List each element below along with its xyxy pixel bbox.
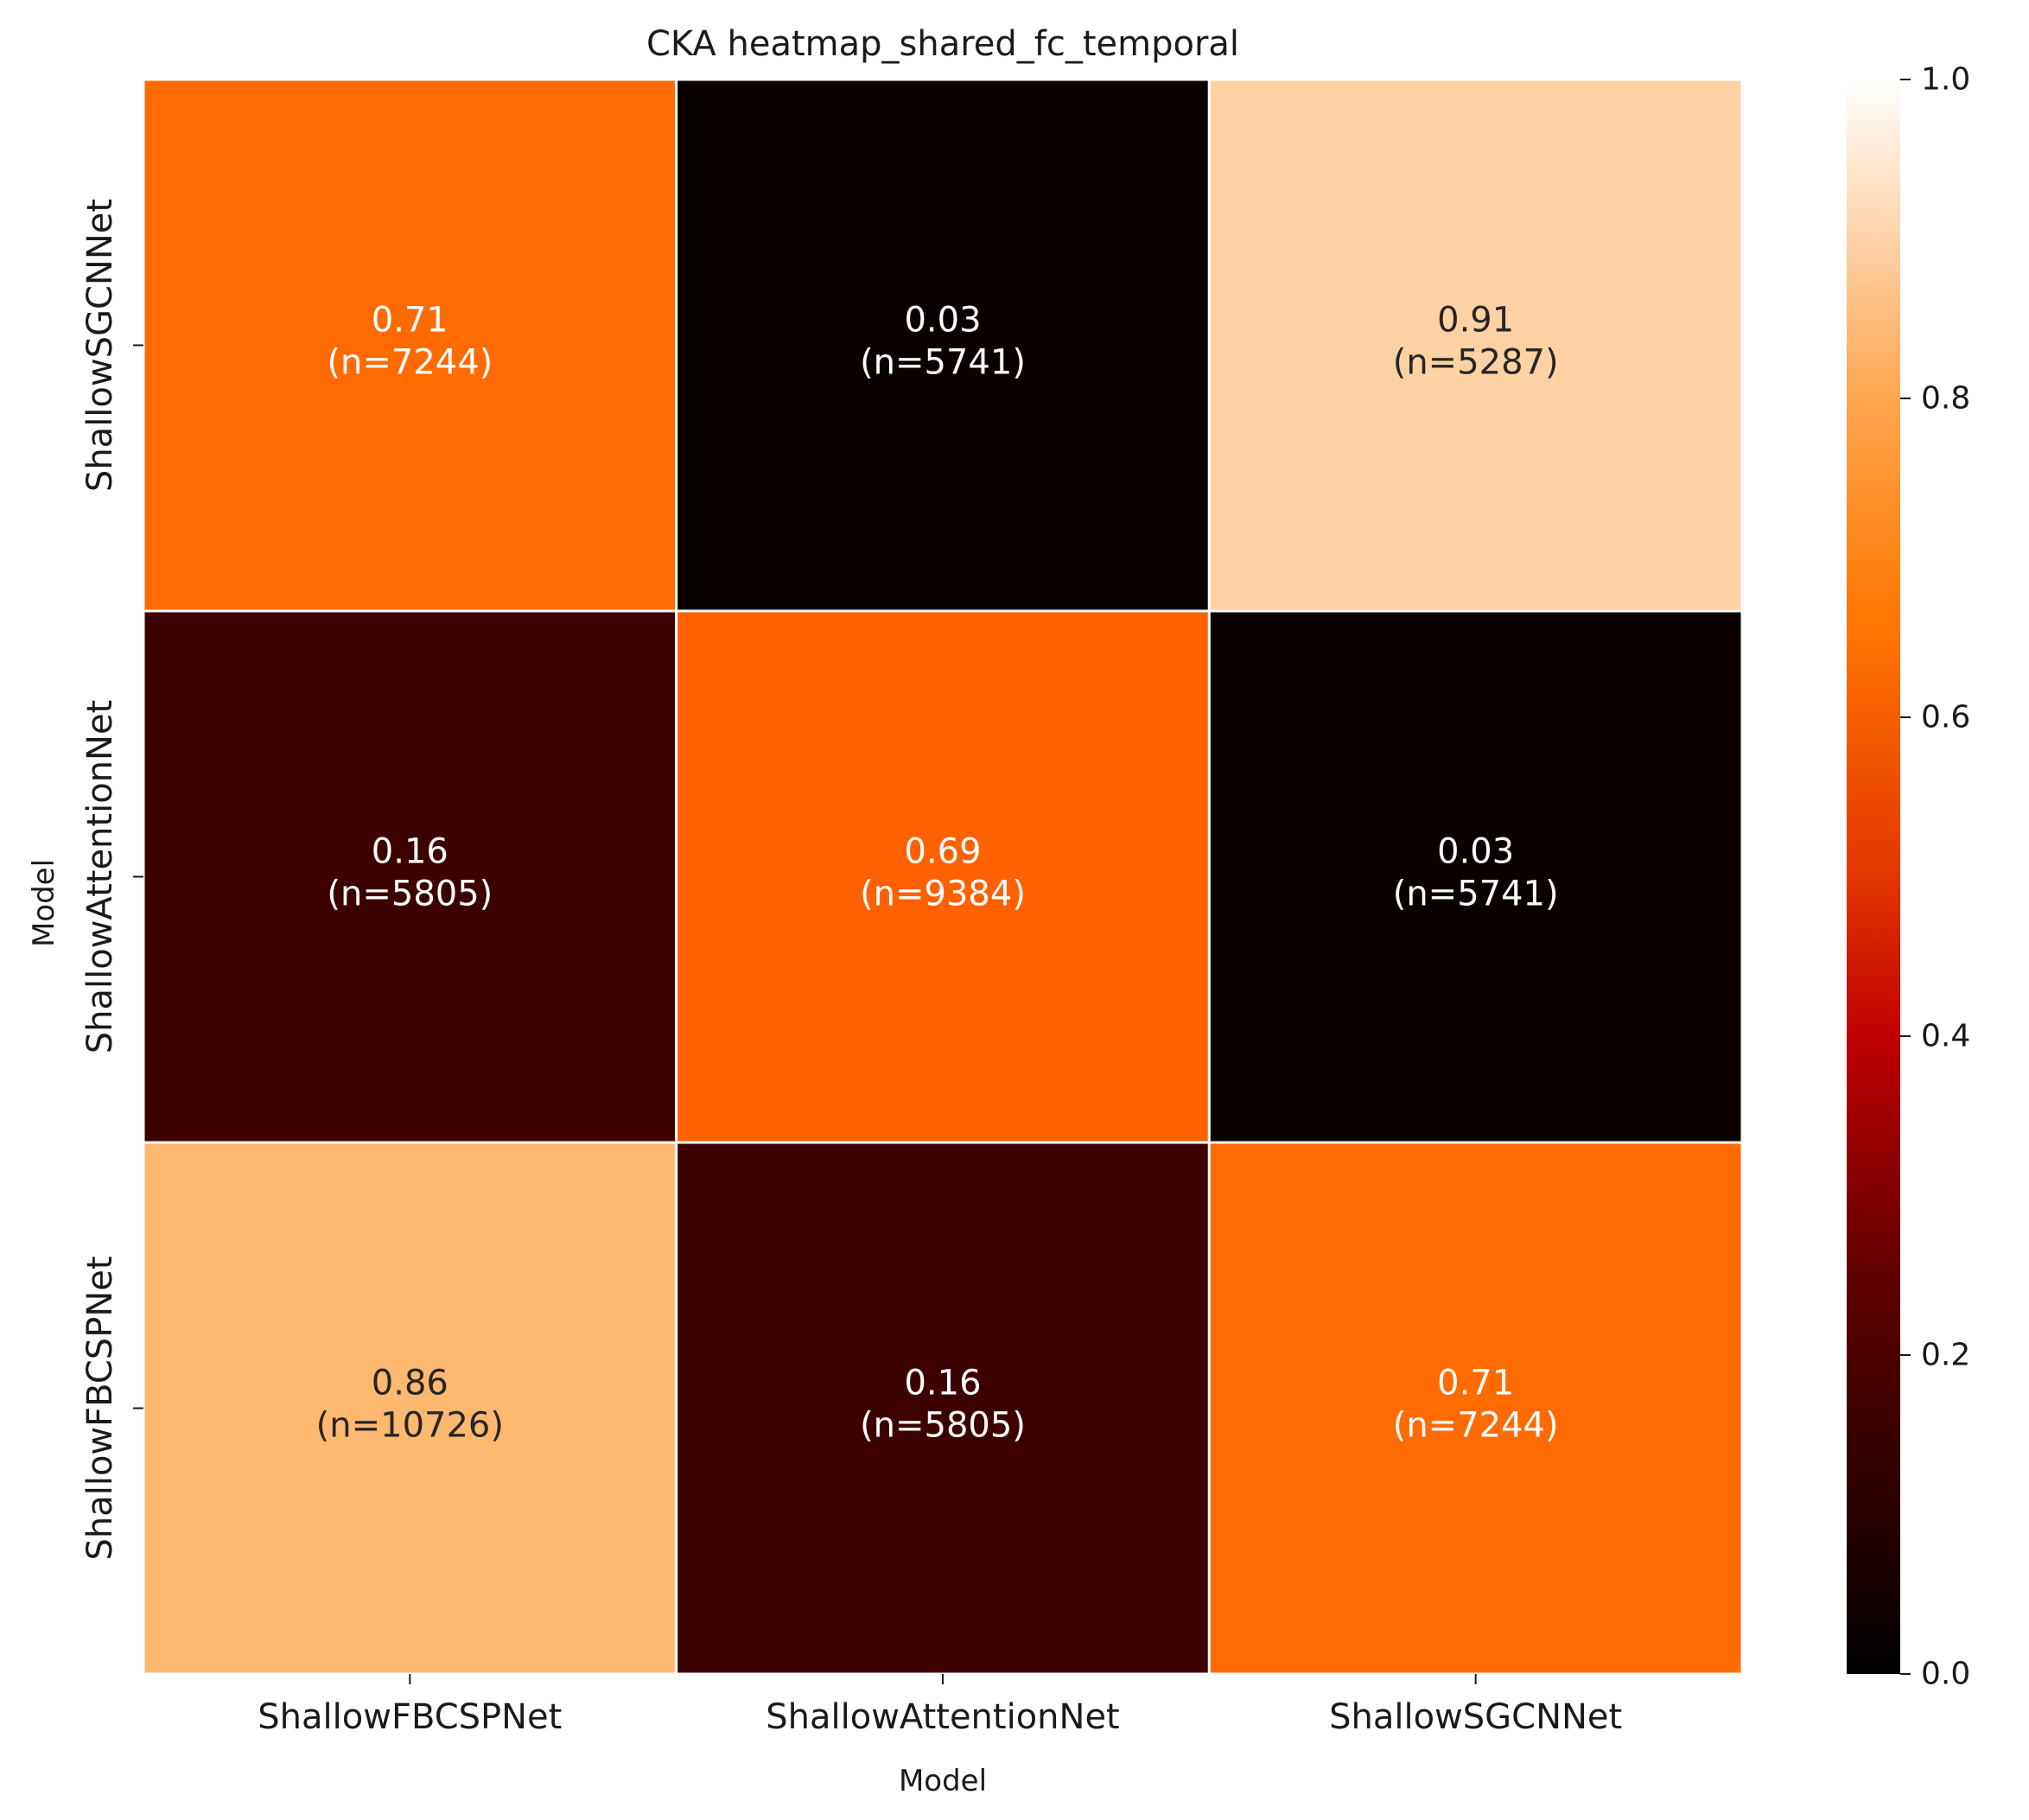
colorbar-gradient xyxy=(1847,80,1900,1674)
cell-count-label: (n=5287) xyxy=(1393,343,1559,383)
cell-count-label: (n=9384) xyxy=(860,875,1026,914)
colorbar-tick-label: 1.0 xyxy=(1921,62,1970,98)
cell-count-label: (n=5741) xyxy=(860,343,1026,383)
y-tick-label: ShallowSGCNNet xyxy=(80,199,120,492)
cell-count-label: (n=5805) xyxy=(860,1406,1026,1446)
cell-value-label: 0.03 xyxy=(904,301,981,340)
heatmap-cell xyxy=(142,1141,678,1676)
x-axis: ShallowFBCSPNet ShallowAttentionNet Shallo… xyxy=(258,1674,1622,1737)
x-tick-label: ShallowSGCNNet xyxy=(1329,1697,1622,1737)
cell-value-label: 0.86 xyxy=(372,1364,448,1403)
cell-count-label: (n=5741) xyxy=(1393,875,1559,914)
heatmap-cells xyxy=(142,78,1744,1676)
cell-value-label: 0.71 xyxy=(372,301,448,340)
heatmap-cell-labels: 0.71(n=7244)0.03(n=5741)0.91(n=5287)0.16… xyxy=(316,301,1559,1446)
heatmap-cell xyxy=(142,609,678,1144)
cell-value-label: 0.16 xyxy=(904,1364,981,1403)
heatmap-cell xyxy=(675,609,1211,1144)
heatmap-cell xyxy=(142,78,678,613)
cell-value-label: 0.03 xyxy=(1437,832,1514,872)
colorbar-tick-label: 0.0 xyxy=(1921,1657,1970,1692)
chart-title: CKA heatmap_shared_fc_temporal xyxy=(646,24,1239,64)
y-axis: ShallowSGCNNet ShallowAttentionNet Shallow… xyxy=(80,199,143,1561)
y-axis-label: Model xyxy=(27,859,61,947)
cell-value-label: 0.69 xyxy=(904,832,981,872)
heatmap-cell xyxy=(1207,609,1744,1144)
colorbar: 0.0 0.2 0.4 0.6 0.8 1.0 xyxy=(1847,62,1970,1692)
heatmap-cell xyxy=(675,78,1211,613)
colorbar-tick-label: 0.8 xyxy=(1921,381,1970,417)
colorbar-tick-label: 0.6 xyxy=(1921,700,1970,735)
colorbar-tick-label: 0.2 xyxy=(1921,1338,1970,1373)
y-tick-label: ShallowFBCSPNet xyxy=(80,1256,120,1560)
y-tick-label: ShallowAttentionNet xyxy=(80,700,120,1054)
cell-count-label: (n=5805) xyxy=(327,875,493,914)
colorbar-tick-label: 0.4 xyxy=(1921,1019,1970,1054)
cell-value-label: 0.71 xyxy=(1437,1364,1514,1403)
cell-count-label: (n=7244) xyxy=(327,343,493,383)
cell-value-label: 0.16 xyxy=(372,832,448,872)
x-tick-label: ShallowFBCSPNet xyxy=(258,1697,562,1737)
x-tick-label: ShallowAttentionNet xyxy=(766,1697,1120,1737)
cell-value-label: 0.91 xyxy=(1437,301,1514,340)
colorbar-ticks: 0.0 0.2 0.4 0.6 0.8 1.0 xyxy=(1900,62,1970,1692)
heatmap-cell xyxy=(675,1141,1211,1676)
cell-count-label: (n=7244) xyxy=(1393,1406,1559,1446)
x-axis-label: Model xyxy=(899,1764,987,1798)
cell-count-label: (n=10726) xyxy=(316,1406,504,1446)
heatmap-cell xyxy=(1207,78,1744,613)
